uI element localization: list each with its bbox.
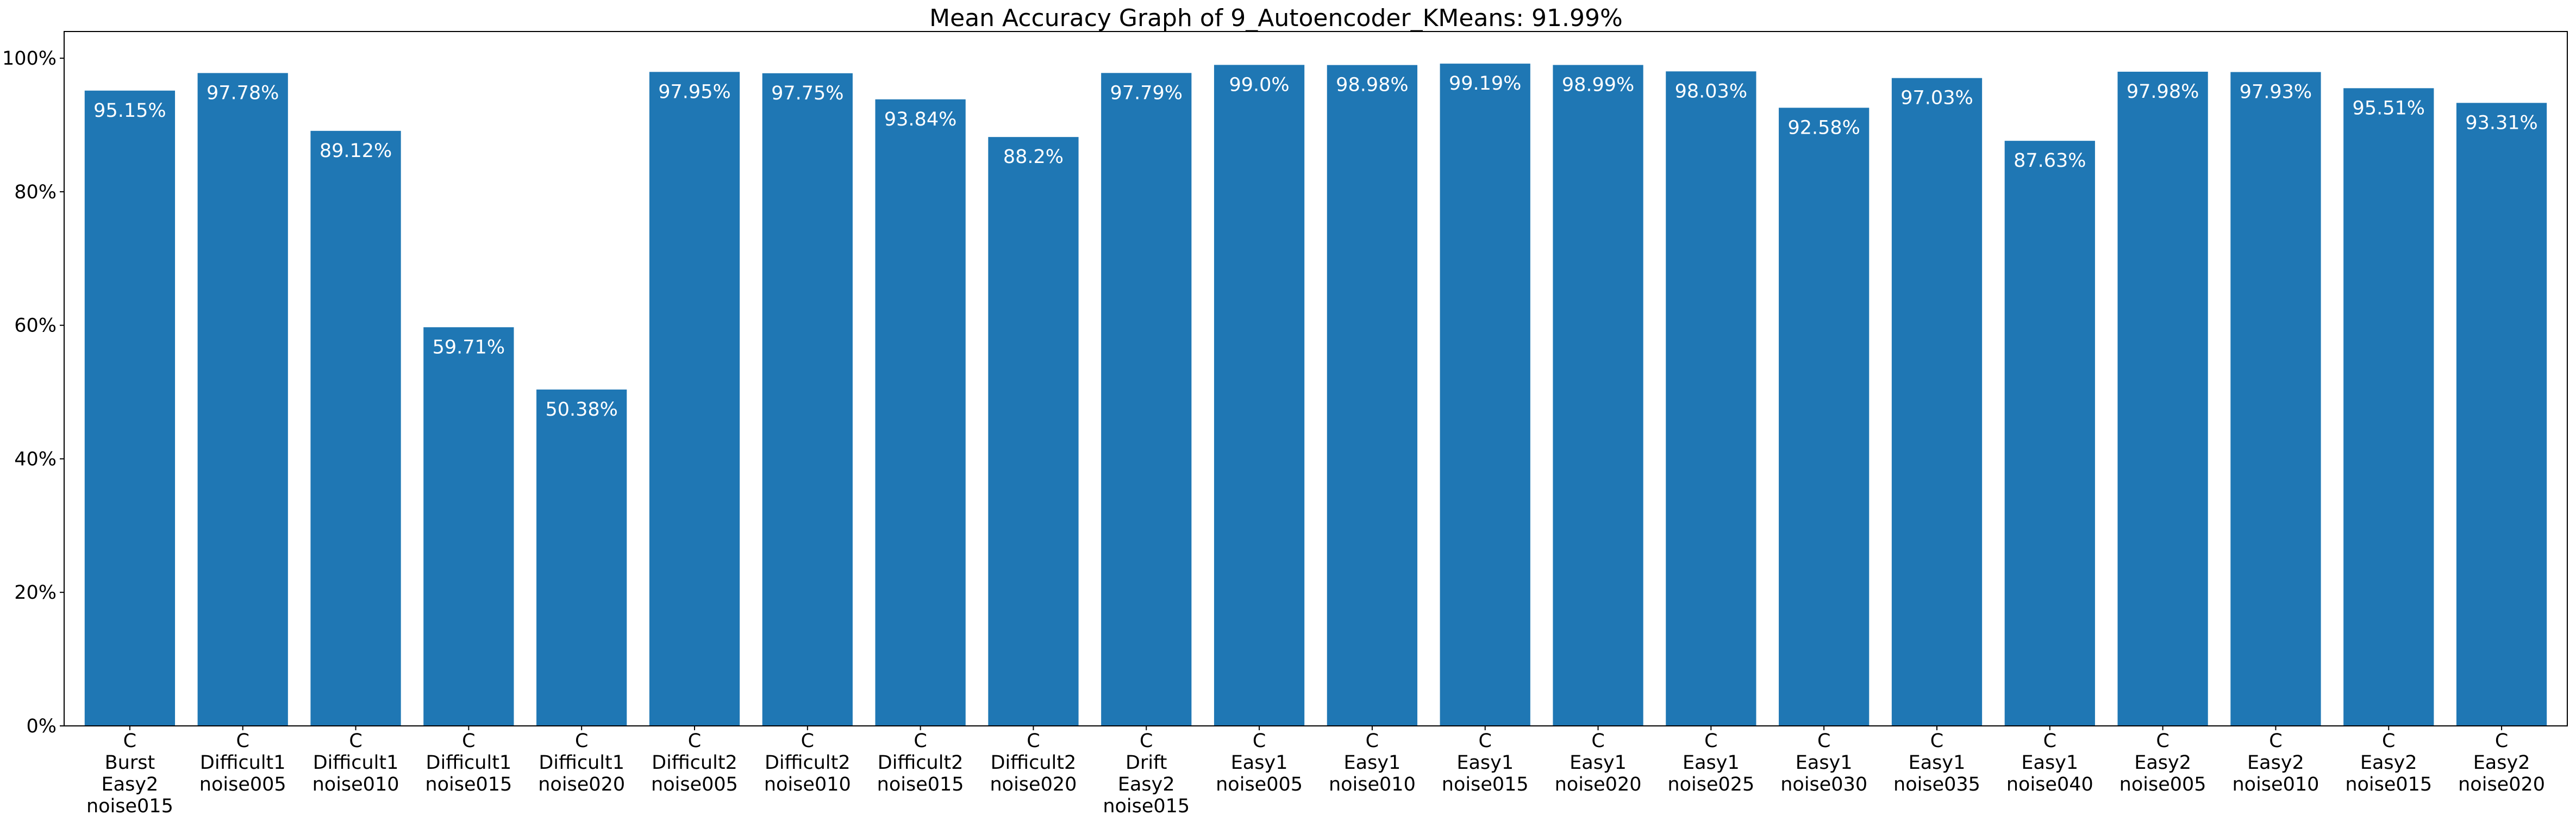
bar-data-label: 93.31%: [2465, 112, 2537, 134]
x-tick-label: C Easy1 noise040: [2006, 730, 2093, 795]
x-tick-label: C Difficult1 noise005: [199, 730, 286, 795]
bar: [1779, 108, 1870, 726]
bar-data-label: 99.0%: [1229, 74, 1289, 96]
bar: [197, 73, 288, 726]
y-tick-label: 60%: [14, 315, 57, 337]
bar-labels-layer: 95.15% 97.78% 89.12% 59.71% 50.38% 97.95% 97.7…: [93, 73, 2538, 421]
bar: [875, 99, 966, 726]
bar-data-label: 59.71%: [433, 336, 505, 358]
bar-data-label: 98.98%: [1336, 74, 1408, 96]
bar: [649, 72, 740, 726]
bar: [1666, 71, 1756, 726]
bar: [2456, 103, 2547, 726]
y-tick-label: 0%: [26, 716, 57, 737]
bar: [310, 130, 401, 726]
x-axis: C Burst Easy2 noise015 C Difficult1 noise005 C D…: [86, 726, 2545, 815]
y-tick-label: 40%: [14, 448, 57, 470]
bar: [2117, 71, 2208, 726]
x-tick-label: C Easy1 noise030: [1780, 730, 1867, 795]
bar-data-label: 87.63%: [2014, 150, 2086, 172]
x-tick-label: C Easy1 noise005: [1216, 730, 1303, 795]
x-tick-label: C Easy2 noise020: [2458, 730, 2545, 795]
bar: [1101, 73, 1192, 726]
bar-data-label: 50.38%: [545, 399, 617, 421]
bar-data-label: 98.99%: [1562, 74, 1634, 96]
x-tick-label: C Easy1 noise015: [1442, 730, 1529, 795]
x-tick-label: C Easy2 noise010: [2232, 730, 2319, 795]
bar-data-label: 97.03%: [1900, 87, 1973, 109]
x-tick-label: C Difficult1 noise010: [312, 730, 399, 795]
x-tick-label: C Easy1 noise025: [1667, 730, 1754, 795]
bar: [2230, 72, 2321, 726]
y-tick-label: 100%: [2, 48, 57, 70]
bar-data-label: 98.03%: [1675, 80, 1747, 102]
bar: [1214, 65, 1305, 726]
bar: [2343, 88, 2434, 726]
y-tick-label: 80%: [14, 181, 57, 203]
bar-data-label: 92.58%: [1787, 117, 1860, 139]
x-tick-label: C Difficult1 noise015: [425, 730, 512, 795]
bar: [423, 327, 514, 726]
bar-data-label: 97.78%: [207, 82, 279, 104]
bar-data-label: 97.95%: [658, 81, 730, 103]
bar: [1553, 65, 1643, 726]
bar: [2004, 141, 2095, 726]
x-tick-label: C Easy1 noise020: [1555, 730, 1642, 795]
bar-data-label: 97.93%: [2240, 82, 2312, 103]
bar-data-label: 97.75%: [771, 83, 843, 104]
plot-frame: [64, 31, 2568, 726]
bar: [1891, 78, 1983, 726]
x-tick-label: C Drift Easy2 noise015: [1103, 730, 1190, 815]
x-tick-label: C Easy2 noise015: [2345, 730, 2432, 795]
x-tick-label: C Difficult2 noise005: [651, 730, 738, 795]
bar: [762, 73, 853, 726]
bar-data-label: 95.15%: [93, 100, 166, 122]
bar: [1440, 64, 1530, 726]
bar-data-label: 93.84%: [884, 109, 956, 130]
bars-layer: [84, 64, 2547, 726]
x-tick-label: C Burst Easy2 noise015: [86, 730, 173, 815]
bar-data-label: 95.51%: [2353, 97, 2425, 119]
y-tick-label: 20%: [14, 582, 57, 604]
bar: [536, 389, 627, 726]
x-tick-label: C Difficult1 noise020: [538, 730, 625, 795]
bar-data-label: 97.98%: [2127, 81, 2199, 103]
bar-data-label: 88.2%: [1003, 146, 1064, 168]
bar: [988, 137, 1079, 726]
bar-data-label: 97.79%: [1110, 82, 1183, 104]
x-tick-label: C Difficult2 noise020: [990, 730, 1077, 795]
bar-data-label: 99.19%: [1449, 73, 1521, 95]
x-tick-label: C Easy1 noise010: [1329, 730, 1416, 795]
bar-data-label: 89.12%: [320, 140, 392, 162]
x-tick-label: C Difficult2 noise015: [877, 730, 964, 795]
x-tick-label: C Easy2 noise005: [2119, 730, 2206, 795]
bar: [84, 90, 176, 726]
chart-title: Mean Accuracy Graph of 9_Autoencoder_KMe…: [929, 4, 1623, 32]
x-tick-label: C Easy1 noise035: [1893, 730, 1980, 795]
y-axis: 0% 20% 40% 60% 80% 100%: [2, 48, 64, 737]
x-tick-label: C Difficult2 noise010: [764, 730, 851, 795]
bar: [1327, 65, 1418, 726]
